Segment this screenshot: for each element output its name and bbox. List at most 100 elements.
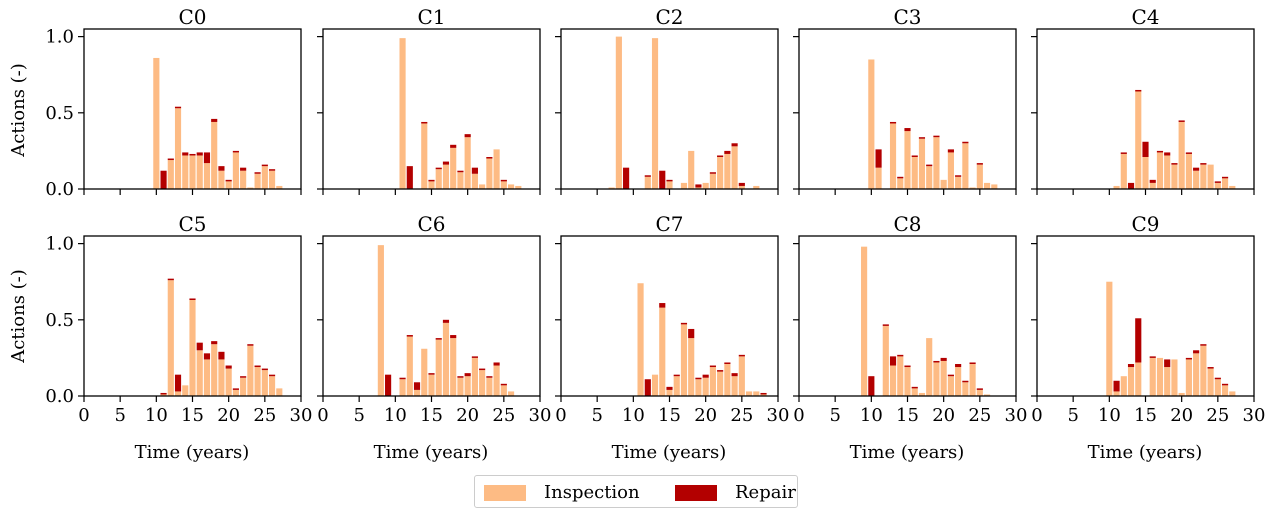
bar-repair-c0-21 [232, 150, 239, 153]
bar-inspection-c0-20 [225, 181, 232, 189]
bar-inspection-c2-12 [644, 176, 651, 189]
bar-inspection-c1-24 [493, 149, 500, 189]
bar-repair-c9-22 [1193, 350, 1200, 354]
bar-inspection-c8-12 [882, 325, 889, 396]
bar-inspection-c0-12 [167, 160, 174, 189]
x-tick-label-c9-0: 0 [1031, 405, 1042, 426]
bar-inspection-c9-20 [1178, 392, 1185, 396]
xlabel-c9: Time (years) [1088, 442, 1203, 463]
legend-item-inspection: Inspection [484, 482, 640, 503]
xlabel-c5: Time (years) [135, 442, 250, 463]
bar-inspection-c4-12 [1120, 153, 1127, 189]
bar-inspection-c2-19 [695, 187, 702, 189]
bar-repair-c5-11 [160, 392, 167, 395]
bar-repair-c9-23 [1200, 344, 1207, 346]
subplot-c7: C7 0 5 10 15 20 25 30 [555, 212, 789, 426]
bar-inspection-c4-15 [1142, 157, 1149, 189]
subplot-c9: C9 0 5 10 15 20 25 30 [1031, 212, 1265, 426]
bar-inspection-c3-18 [926, 166, 933, 189]
bar-repair-c7-22 [717, 370, 724, 372]
bar-inspection-c7-17 [680, 324, 688, 396]
bar-repair-c4-26 [1221, 176, 1229, 179]
bar-inspection-c9-23 [1200, 345, 1207, 396]
bar-inspection-c7-23 [724, 364, 731, 396]
bar-inspection-c5-17 [203, 359, 211, 396]
bar-inspection-c5-27 [276, 388, 283, 396]
bar-inspection-c4-27 [1229, 185, 1236, 189]
bar-inspection-c6-17 [442, 322, 450, 396]
bar-inspection-c6-22 [479, 370, 486, 396]
x-tick-label-c5-5: 5 [114, 405, 125, 426]
bar-inspection-c9-24 [1207, 368, 1214, 396]
bar-repair-c1-21 [471, 167, 478, 174]
bar-repair-c6-22 [479, 368, 486, 371]
bar-inspection-c6-12 [406, 336, 413, 396]
subplot-title-c3: C3 [893, 5, 921, 29]
bar-inspection-c9-19 [1171, 359, 1178, 396]
bar-inspection-c3-22 [955, 176, 962, 189]
x-tick-label-c7-30: 30 [767, 405, 790, 426]
bar-repair-c7-20 [702, 374, 709, 378]
axes-frame-c7 [560, 235, 779, 397]
bar-repair-c4-23 [1200, 163, 1207, 165]
legend-swatch-inspection [484, 484, 526, 501]
bar-repair-c5-21 [232, 388, 239, 390]
bar-repair-c6-24 [493, 362, 500, 366]
bar-inspection-c7-21 [709, 367, 716, 396]
bar-inspection-c2-15 [666, 181, 673, 189]
bar-repair-c1-16 [435, 167, 442, 170]
bar-inspection-c6-18 [450, 338, 457, 396]
axes-frame-c9 [1036, 235, 1255, 397]
bar-inspection-c4-11 [1113, 185, 1120, 189]
bar-inspection-c0-21 [232, 152, 239, 189]
bar-inspection-c4-18 [1164, 155, 1171, 189]
bar-inspection-c8-17 [918, 392, 926, 396]
bar-inspection-c3-17 [918, 138, 926, 189]
x-tick-label-c7-25: 25 [730, 405, 753, 426]
bar-repair-c9-13 [1127, 364, 1135, 368]
bar-inspection-c0-17 [203, 163, 211, 189]
x-tick-label-c8-30: 30 [1005, 405, 1028, 426]
bar-repair-c0-22 [240, 167, 247, 171]
bar-repair-c9-21 [1185, 357, 1192, 360]
x-tick-label-c7-0: 0 [555, 405, 566, 426]
bar-inspection-c5-16 [196, 350, 203, 396]
bar-repair-c8-15 [904, 365, 911, 368]
bar-inspection-c4-19 [1171, 164, 1178, 189]
bar-inspection-c8-20 [940, 360, 947, 396]
bar-repair-c4-17 [1156, 150, 1164, 153]
bar-inspection-c8-9 [861, 246, 868, 396]
x-tick-label-c7-15: 15 [658, 405, 681, 426]
bar-repair-c2-19 [695, 184, 702, 188]
bar-repair-c5-25 [261, 368, 268, 371]
bar-repair-c5-22 [240, 376, 247, 378]
x-tick-label-c9-5: 5 [1067, 405, 1078, 426]
bar-inspection-c2-24 [731, 146, 738, 189]
bar-inspection-c9-17 [1156, 357, 1164, 396]
bar-inspection-c4-24 [1207, 164, 1214, 189]
bar-inspection-c3-27 [991, 184, 998, 189]
bar-inspection-c6-19 [457, 377, 464, 396]
bar-repair-c3-11 [875, 149, 882, 168]
bar-inspection-c7-22 [717, 371, 724, 396]
bar-repair-c3-22 [955, 175, 962, 177]
bar-inspection-c1-17 [442, 164, 450, 189]
subplot-title-c6: C6 [417, 212, 445, 236]
bar-inspection-c1-25 [500, 181, 507, 189]
x-tick-label-c6-25: 25 [492, 405, 515, 426]
y-tick-label-c0-0.5: 0.5 [45, 103, 74, 124]
bar-inspection-c4-25 [1214, 182, 1221, 189]
bar-inspection-c8-24 [969, 364, 976, 396]
bar-repair-c0-19 [218, 166, 225, 171]
bar-inspection-c8-15 [904, 367, 911, 396]
bar-repair-c3-23 [962, 141, 969, 144]
bar-inspection-c4-17 [1156, 152, 1164, 189]
bar-inspection-c5-15 [189, 300, 196, 396]
bar-inspection-c8-14 [897, 356, 904, 396]
bar-inspection-c2-13 [651, 38, 659, 190]
x-tick-label-c9-30: 30 [1243, 405, 1266, 426]
axes-frame-c6 [322, 235, 541, 397]
bar-inspection-c5-20 [225, 368, 232, 396]
bar-repair-c9-18 [1164, 359, 1171, 368]
bar-repair-c5-26 [268, 374, 276, 377]
